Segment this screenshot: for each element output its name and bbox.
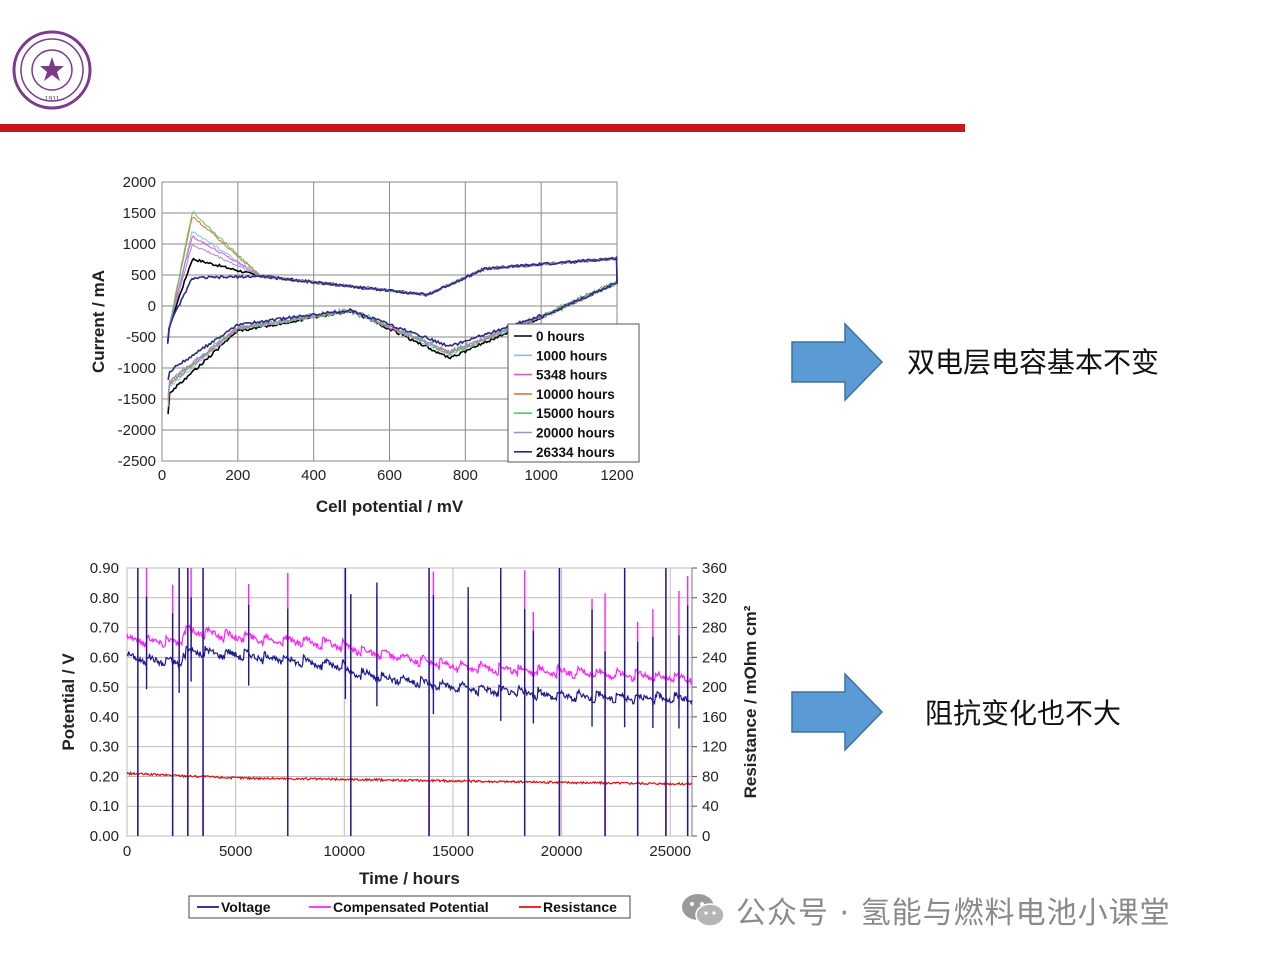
seal-year: 1911 <box>44 96 59 103</box>
y-tick-label: -1000 <box>118 360 156 377</box>
durability-chart: 0 5000 10000 15000 20000 25000 0.90 0.80 0.70 0.6… <box>59 560 760 919</box>
legend-box <box>507 323 640 463</box>
legend-entry: 10000 hours <box>536 387 615 402</box>
x-tick-label: 20000 <box>541 843 583 860</box>
header-accent-bar <box>0 124 965 132</box>
right-arrow-icon <box>791 672 884 752</box>
legend-entry: Compensated Potential <box>333 899 489 915</box>
x-axis-label: Cell potential / mV <box>316 497 464 516</box>
legend-entry: 0 hours <box>536 329 585 344</box>
x-axis-label: Time / hours <box>359 869 460 888</box>
y2-tick-label: 200 <box>702 679 727 696</box>
y2-tick-label: 40 <box>702 798 719 815</box>
y-axis-label: Potential / V <box>59 653 78 751</box>
durability-series-line <box>126 770 693 786</box>
y2-axis-label: Resistance / mOhm cm² <box>741 605 760 798</box>
y-tick-label: 0.60 <box>90 649 119 666</box>
wechat-icon <box>682 894 725 927</box>
x-tick-label: 15000 <box>432 843 474 860</box>
durability-series-line <box>126 645 693 706</box>
y-tick-label: 0.20 <box>90 768 119 785</box>
y2-tick-label: 320 <box>702 590 727 607</box>
legend-entry: 20000 hours <box>536 426 615 441</box>
x-tick-label: 1200 <box>600 467 633 484</box>
watermark: 公众号 · 氢能与燃料电池小课堂 <box>680 888 1171 932</box>
y-tick-label: -1500 <box>118 391 156 408</box>
legend-entry: Voltage <box>221 899 271 915</box>
watermark-text: 公众号 · 氢能与燃料电池小课堂 <box>736 896 1171 931</box>
right-arrow-icon <box>791 322 884 402</box>
y-tick-label: 0.70 <box>90 620 119 637</box>
y-tick-label: 500 <box>131 267 156 284</box>
legend-entry: 26334 hours <box>536 445 615 460</box>
x-tick-label: 800 <box>453 467 478 484</box>
y2-tick-label: 0 <box>702 828 710 845</box>
legend-box <box>188 895 631 919</box>
y-tick-label: 0.30 <box>90 739 119 756</box>
y2-tick-label: 120 <box>702 739 727 756</box>
y-tick-label: 0.80 <box>90 590 119 607</box>
y2-tick-label: 240 <box>702 649 727 666</box>
y-tick-label: 0.40 <box>90 709 119 726</box>
y-tick-label: 1500 <box>123 205 156 222</box>
note-impedance: 阻抗变化也不大 <box>925 697 1122 730</box>
legend-entry: 5348 hours <box>536 368 607 383</box>
x-tick-label: 200 <box>225 467 250 484</box>
x-tick-label: 600 <box>377 467 402 484</box>
y2-tick-label: 160 <box>702 709 727 726</box>
x-tick-label: 0 <box>158 467 166 484</box>
y-tick-label: 0.10 <box>90 798 119 815</box>
legend-entry: 1000 hours <box>536 348 607 363</box>
y-tick-label: -500 <box>126 329 156 346</box>
y-tick-label: 0.50 <box>90 679 119 696</box>
cv-series-line <box>166 255 618 380</box>
y-tick-label: -2000 <box>118 422 156 439</box>
y-tick-label: 0.00 <box>90 828 119 845</box>
y2-tick-label: 360 <box>702 560 727 577</box>
y2-tick-label: 280 <box>702 620 727 637</box>
y-tick-label: 1000 <box>123 236 156 253</box>
x-tick-label: 10000 <box>323 843 365 860</box>
x-tick-label: 0 <box>123 843 131 860</box>
x-tick-label: 1000 <box>524 467 557 484</box>
y-tick-label: 0.90 <box>90 560 119 577</box>
legend-entry: Resistance <box>543 899 617 915</box>
plot-area <box>126 567 693 837</box>
x-tick-label: 400 <box>301 467 326 484</box>
y-axis-label: Current / mA <box>89 270 108 373</box>
y-tick-label: -2500 <box>118 453 156 470</box>
legend-entry: 15000 hours <box>536 406 615 421</box>
university-seal-icon: 1911 <box>12 30 92 110</box>
y-tick-label: 0 <box>148 298 156 315</box>
y-tick-label: 2000 <box>123 174 156 191</box>
note-capacitance: 双电层电容基本不变 <box>907 346 1160 379</box>
cv-chart: 0 200 400 600 800 1000 1200 2000 1500 1000 500 0 -50… <box>89 174 640 516</box>
y2-tick-label: 80 <box>702 768 719 785</box>
durability-series-line <box>126 623 692 685</box>
x-tick-label: 25000 <box>649 843 691 860</box>
x-tick-label: 5000 <box>219 843 252 860</box>
